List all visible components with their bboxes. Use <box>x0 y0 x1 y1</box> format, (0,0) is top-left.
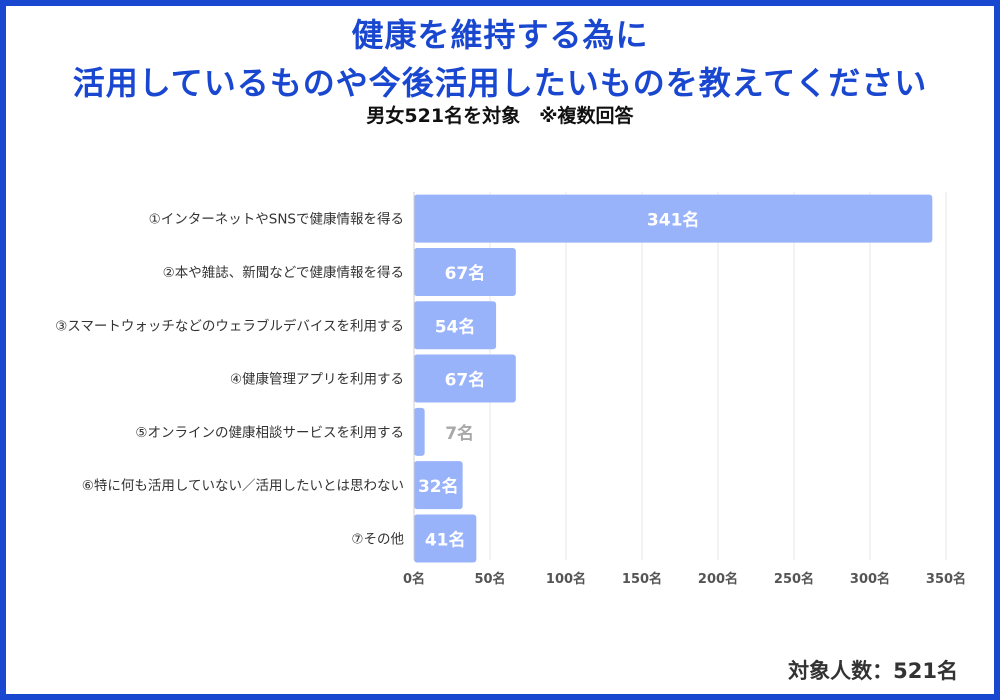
category-label: ⑦その他 <box>351 531 404 547</box>
respondent-count: 対象人数：521名 <box>788 659 958 683</box>
x-tick-label: 150名 <box>622 571 662 587</box>
x-tick-label: 350名 <box>926 571 966 587</box>
bar <box>414 514 477 563</box>
category-label: ④健康管理アプリを利用する <box>230 371 404 388</box>
category-label: ③スマートウォッチなどのウェラブルデバイスを利用する <box>55 317 404 334</box>
chart-title-line2: 活用しているものや今後活用したいものを教えてください <box>72 64 928 102</box>
category-label: ①インターネットやSNSで健康情報を得る <box>149 211 404 228</box>
x-tick-label: 250名 <box>774 571 814 587</box>
bar <box>414 301 497 350</box>
chart-title-line1: 健康を維持する為に <box>351 16 649 54</box>
bar <box>414 354 516 403</box>
x-tick-label: 50名 <box>474 571 505 587</box>
category-label: ②本や雑誌、新聞などで健康情報を得る <box>163 264 404 281</box>
bar-value-label: 7名 <box>445 423 474 444</box>
bar <box>414 194 933 243</box>
bar-value-label: 67名 <box>445 370 486 391</box>
chart-subtitle: 男女521名を対象 ※複数回答 <box>366 105 634 127</box>
bar <box>414 461 463 510</box>
x-tick-label: 0名 <box>403 571 425 587</box>
x-tick-label: 300名 <box>850 571 890 587</box>
bar-value-label: 67名 <box>445 263 486 284</box>
x-tick-label: 200名 <box>698 571 738 587</box>
category-label: ⑥特に何も活用していない／活用したいとは思わない <box>82 478 404 494</box>
bar <box>414 247 516 296</box>
category-label: ⑤オンラインの健康相談サービスを利用する <box>135 424 404 441</box>
bar-value-label: 41名 <box>425 529 466 550</box>
x-tick-label: 100名 <box>546 571 586 587</box>
bar <box>414 407 425 456</box>
bar-value-label: 54名 <box>435 316 476 337</box>
bar-value-label: 341名 <box>647 210 700 231</box>
bar-value-label: 32名 <box>418 476 459 497</box>
